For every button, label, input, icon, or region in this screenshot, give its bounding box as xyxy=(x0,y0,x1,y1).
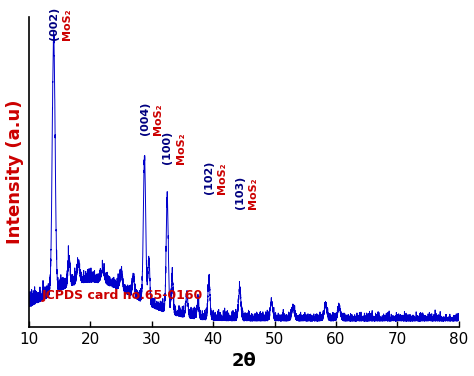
Text: MoS₂: MoS₂ xyxy=(62,9,72,40)
Text: MoS₂: MoS₂ xyxy=(248,177,258,209)
Text: JCPDS card no.65-0160: JCPDS card no.65-0160 xyxy=(42,289,203,302)
Y-axis label: Intensity (a.u): Intensity (a.u) xyxy=(6,100,24,244)
Text: (002): (002) xyxy=(49,7,59,40)
Text: MoS₂: MoS₂ xyxy=(218,162,228,194)
Text: (103): (103) xyxy=(235,176,245,209)
Text: (102): (102) xyxy=(204,161,214,194)
Text: (100): (100) xyxy=(162,131,172,164)
Text: (004): (004) xyxy=(139,102,149,135)
X-axis label: 2θ: 2θ xyxy=(232,352,256,370)
Text: MoS₂: MoS₂ xyxy=(176,133,186,164)
Text: MoS₂: MoS₂ xyxy=(153,103,163,135)
